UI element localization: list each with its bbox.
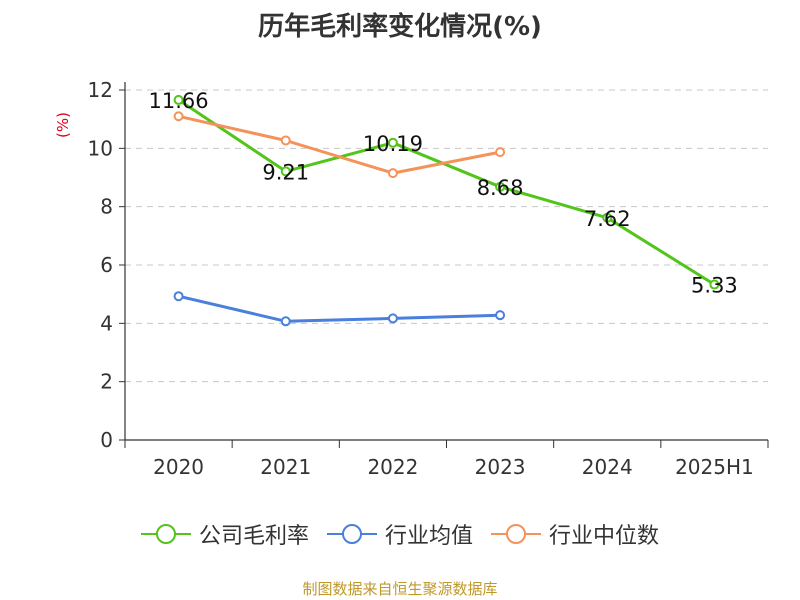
data-label: 8.68	[477, 176, 524, 200]
data-point	[173, 94, 184, 105]
data-point	[709, 279, 720, 290]
legend-item[interactable]: 公司毛利率	[140, 518, 309, 550]
data-labels: 11.66 9.21 10.19 8.68 7.62 5.33	[149, 89, 738, 298]
data-label: 7.62	[584, 207, 631, 231]
y-tick-label: 0	[100, 428, 113, 452]
legend-item[interactable]: 行业均值	[326, 518, 473, 550]
y-tick-label: 8	[100, 195, 113, 219]
x-tick-label: 2020	[153, 455, 204, 479]
data-point	[280, 316, 291, 327]
legend-label: 公司毛利率	[198, 524, 309, 549]
data-point	[173, 291, 184, 302]
x-tick-label: 2022	[367, 455, 418, 479]
series-line-3	[178, 114, 501, 175]
y-tick-label: 4	[100, 311, 113, 335]
data-point	[602, 212, 613, 223]
legend: 公司毛利率 行业均值 行业中位数	[0, 518, 800, 550]
series-lines	[173, 94, 720, 327]
legend-swatch-marker	[155, 524, 176, 544]
legend-label: 行业中位数	[549, 524, 660, 549]
data-point	[495, 181, 506, 192]
x-tick-label: 2023	[475, 455, 526, 479]
legend-swatch-icon	[326, 524, 377, 544]
data-point	[387, 313, 398, 324]
y-tick-label: 2	[100, 370, 113, 394]
y-tick-label: 10	[88, 136, 113, 160]
data-label: 9.21	[262, 160, 309, 184]
series-line-2	[178, 294, 501, 323]
series-line-1	[177, 98, 716, 286]
legend-swatch-marker	[341, 524, 362, 544]
data-label: 11.66	[149, 89, 209, 113]
legend-swatch-icon	[140, 524, 191, 544]
x-tick-label: 2024	[582, 455, 633, 479]
y-axis-label: (%)	[54, 112, 72, 138]
data-point	[280, 135, 291, 146]
y-tick-label: 6	[100, 253, 113, 277]
legend-swatch-icon	[491, 524, 541, 544]
gridlines	[125, 89, 768, 383]
data-point	[173, 111, 184, 122]
data-point	[495, 310, 506, 321]
data-label: 10.19	[363, 132, 423, 156]
legend-label: 行业均值	[384, 524, 473, 549]
data-point	[387, 168, 398, 179]
data-label: 5.33	[691, 274, 738, 298]
legend-item[interactable]: 行业中位数	[491, 518, 659, 550]
data-point	[495, 147, 506, 158]
legend-swatch-marker	[506, 524, 526, 544]
data-point	[387, 137, 398, 148]
chart-title: 历年毛利率变化情况(%)	[258, 12, 542, 42]
x-tick-label: 2021	[260, 455, 311, 479]
data-point	[280, 166, 291, 177]
axes: 0 2 4 6 8 10 12 2020 2021 2022 2023 2024 2025H1 (%)	[54, 78, 769, 479]
y-tick-label: 12	[88, 78, 113, 102]
x-tick-label: 2025H1	[675, 455, 754, 479]
source-note: 制图数据来自恒生聚源数据库	[302, 580, 498, 598]
